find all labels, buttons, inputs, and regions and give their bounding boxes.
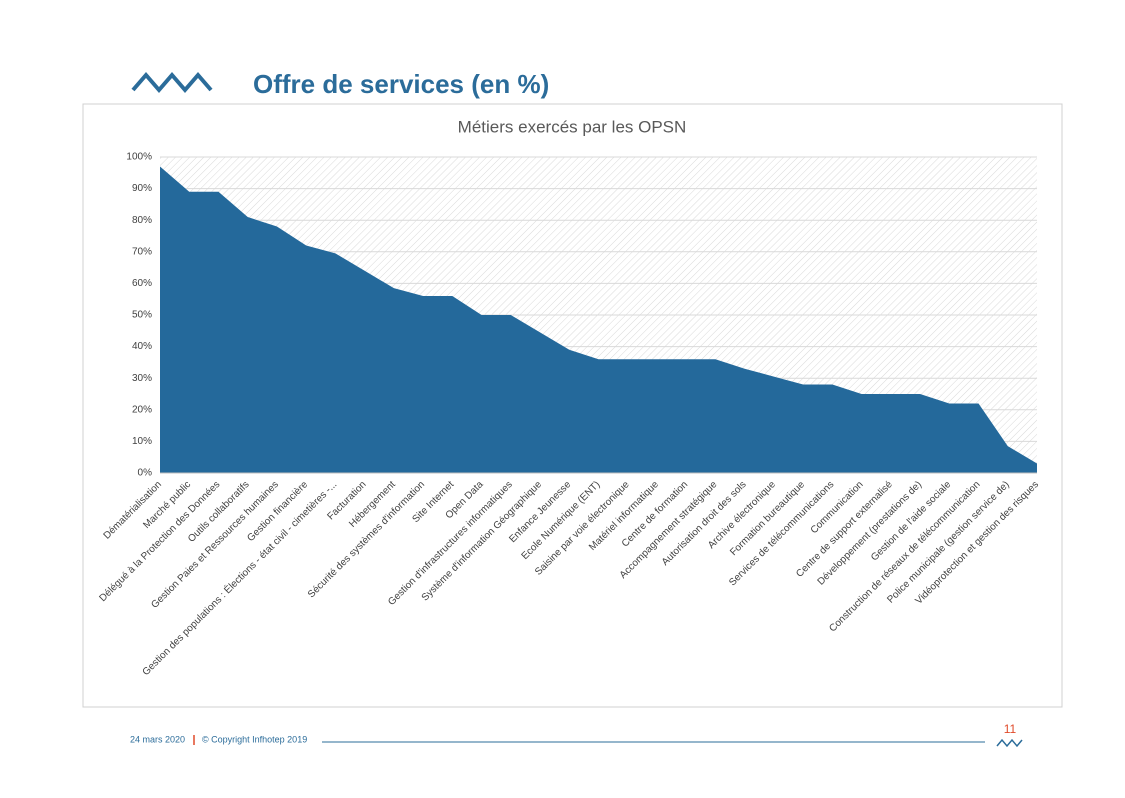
y-tick-label: 80%: [132, 215, 152, 226]
y-tick-label: 30%: [132, 373, 152, 384]
y-tick-label: 50%: [132, 310, 152, 321]
y-tick-label: 20%: [132, 404, 152, 415]
y-tick-label: 100%: [126, 152, 152, 163]
area: [160, 166, 1037, 474]
y-tick-label: 70%: [132, 246, 152, 257]
y-tick-label: 40%: [132, 341, 152, 352]
footer-copyright: © Copyright Infhotep 2019: [202, 734, 307, 744]
logo-wave: [131, 71, 213, 94]
footer-date: 24 mars 2020: [130, 734, 185, 744]
page-number: 11: [1004, 722, 1017, 736]
y-tick-label: 90%: [132, 183, 152, 194]
chart-title: Métiers exercés par les OPSN: [458, 117, 687, 136]
y-tick-label: 0%: [138, 468, 153, 479]
y-tick-label: 60%: [132, 278, 152, 289]
y-tick-label: 10%: [132, 436, 152, 447]
slide-title: Offre de services (en %): [253, 69, 549, 99]
footer-wave: [996, 738, 1023, 748]
